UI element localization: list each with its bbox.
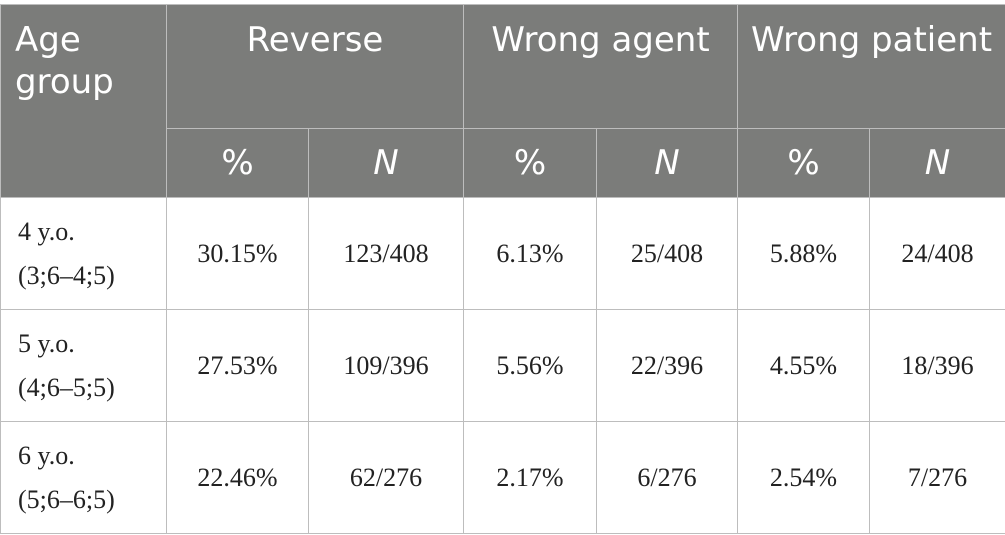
wrong-agent-n-cell: 6/276	[596, 421, 739, 534]
table-row: 4 y.o. (3;6–4;5) 30.15% 123/408 6.13% 25…	[0, 197, 1005, 310]
table-body: 4 y.o. (3;6–4;5) 30.15% 123/408 6.13% 25…	[0, 197, 1005, 534]
reverse-n-header: N	[307, 128, 465, 198]
reverse-n-cell: 123/408	[307, 197, 465, 310]
error-rate-table: Age group Reverse Wrong agent Wrong pati…	[0, 4, 1005, 534]
header-row-groups: Age group Reverse Wrong agent Wrong pati…	[0, 4, 1005, 198]
reverse-n-cell: 62/276	[307, 421, 465, 534]
wrong-patient-n-cell: 24/408	[869, 197, 1005, 310]
wrong-patient-percent-header: %	[737, 128, 871, 198]
reverse-percent-header: %	[166, 128, 309, 198]
reverse-n-cell: 109/396	[307, 309, 465, 422]
age-cell: 4 y.o. (3;6–4;5)	[0, 197, 167, 310]
wrong-patient-percent-cell: 4.55%	[737, 309, 871, 422]
age-range: (5;6–6;5)	[18, 484, 115, 514]
age-range: (4;6–5;5)	[18, 372, 115, 402]
wrong-patient-percent-cell: 2.54%	[737, 421, 871, 534]
age-cell: 5 y.o. (4;6–5;5)	[0, 309, 167, 422]
age-range: (3;6–4;5)	[18, 260, 115, 290]
table-row: 6 y.o. (5;6–6;5) 22.46% 62/276 2.17% 6/2…	[0, 421, 1005, 534]
wrong-agent-percent-cell: 6.13%	[463, 197, 598, 310]
table-row: 5 y.o. (4;6–5;5) 27.53% 109/396 5.56% 22…	[0, 309, 1005, 422]
age-label: 6 y.o.	[18, 440, 75, 470]
wrong-agent-n-header: N	[596, 128, 739, 198]
header-row-subcolumns: % N % N % N	[1, 128, 1005, 198]
wrong-patient-n-cell: 18/396	[869, 309, 1005, 422]
wrong-agent-header: Wrong agent	[463, 4, 739, 129]
reverse-percent-cell: 30.15%	[166, 197, 309, 310]
wrong-agent-n-cell: 22/396	[596, 309, 739, 422]
wrong-agent-percent-cell: 5.56%	[463, 309, 598, 422]
wrong-patient-n-header: N	[869, 128, 1005, 198]
age-label: 4 y.o.	[18, 216, 75, 246]
wrong-agent-percent-header: %	[463, 128, 598, 198]
table-header: Age group Reverse Wrong agent Wrong pati…	[0, 4, 1005, 198]
reverse-percent-cell: 27.53%	[166, 309, 309, 422]
reverse-percent-cell: 22.46%	[166, 421, 309, 534]
reverse-header: Reverse	[165, 4, 465, 129]
wrong-agent-n-cell: 25/408	[596, 197, 739, 310]
age-group-header: Age group	[0, 4, 167, 198]
age-label: 5 y.o.	[18, 328, 75, 358]
wrong-agent-percent-cell: 2.17%	[463, 421, 598, 534]
wrong-patient-header: Wrong patient	[737, 4, 1005, 129]
wrong-patient-percent-cell: 5.88%	[737, 197, 871, 310]
wrong-patient-n-cell: 7/276	[869, 421, 1005, 534]
age-cell: 6 y.o. (5;6–6;5)	[0, 421, 167, 534]
